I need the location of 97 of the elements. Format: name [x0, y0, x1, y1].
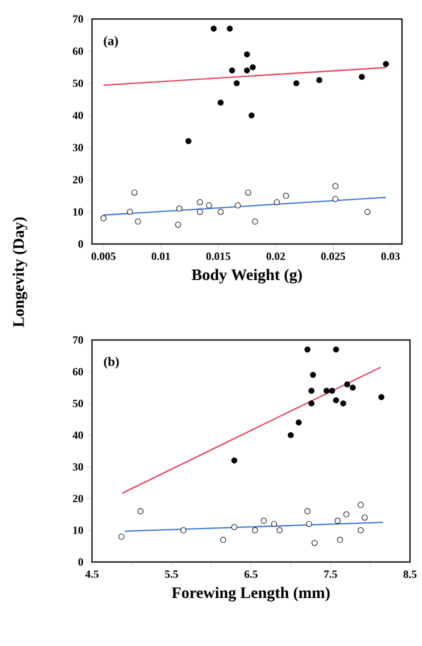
x-tick-label: 6.5 [244, 570, 258, 578]
point [234, 202, 241, 208]
x-tick-label: 0.005 [92, 252, 116, 260]
point [308, 400, 314, 406]
y-tick-label: 70 [73, 15, 84, 23]
point [343, 511, 350, 518]
point [378, 394, 384, 400]
point [260, 518, 267, 524]
x-tick-label: 5.5 [165, 570, 178, 578]
point [382, 61, 389, 68]
point [218, 208, 224, 215]
y-tick-label: 40 [72, 431, 84, 439]
x-tick-label: 0.01 [152, 252, 170, 260]
point [340, 400, 346, 406]
x-tick-label: 0.025 [321, 252, 346, 260]
point [308, 388, 314, 394]
point [131, 190, 138, 196]
point [333, 346, 340, 353]
y-tick-label: 50 [72, 80, 84, 88]
point [324, 388, 330, 394]
point [312, 540, 318, 546]
point [180, 527, 186, 534]
point [218, 100, 224, 106]
point [229, 67, 236, 74]
y-tick-label: 40 [72, 112, 84, 120]
point [126, 208, 133, 215]
point [248, 112, 255, 118]
point [350, 384, 356, 391]
annotation: (a) [104, 36, 118, 48]
point [185, 138, 192, 144]
point [244, 67, 250, 74]
point [100, 215, 106, 222]
x-axis-title: Forewing Length (mm) [172, 586, 330, 602]
annotation: (b) [104, 356, 119, 369]
point [226, 26, 233, 32]
point [364, 208, 371, 215]
point [276, 527, 283, 534]
y-axis-title: Longevity (Day) [12, 217, 28, 328]
x-tick-label: 0.015 [206, 252, 230, 260]
point [220, 536, 226, 543]
point [332, 183, 338, 190]
point [333, 397, 340, 404]
point [271, 520, 278, 527]
point [296, 419, 302, 426]
x-tick-label: 4.5 [85, 570, 98, 578]
y-tick-label: 30 [72, 144, 84, 152]
x-axis-title: Body Weight (g) [192, 268, 302, 284]
point [196, 208, 203, 215]
point [329, 388, 336, 394]
y-tick-label: 10 [73, 526, 84, 534]
y-tick-label: 70 [73, 336, 84, 344]
point [334, 518, 341, 524]
point [134, 218, 141, 225]
point [176, 206, 182, 212]
point [304, 346, 310, 353]
y-tick-label: 30 [72, 463, 84, 471]
point [293, 80, 300, 86]
point [244, 51, 250, 58]
y-tick-label: 20 [72, 494, 84, 502]
point [332, 196, 338, 202]
point [137, 508, 144, 514]
x-tick-label: 7.5 [324, 570, 337, 578]
point [358, 527, 364, 534]
point [304, 508, 310, 514]
point [306, 520, 312, 527]
x-tick-label: 0.03 [381, 252, 400, 260]
point [362, 514, 368, 521]
point [206, 202, 212, 208]
point [316, 77, 322, 84]
x-tick-label: 8.5 [403, 570, 416, 578]
point [310, 372, 316, 378]
point [358, 502, 364, 508]
point [358, 74, 365, 80]
y-tick-label: 20 [72, 176, 84, 184]
point [250, 64, 256, 70]
y-tick-label: 0 [78, 240, 84, 248]
point [288, 432, 294, 438]
point [231, 524, 238, 530]
point [231, 458, 238, 464]
point [252, 218, 258, 225]
y-tick-label: 0 [78, 558, 84, 566]
point [175, 222, 182, 228]
y-tick-label: 10 [73, 208, 84, 216]
point [196, 199, 203, 206]
point [234, 80, 240, 86]
y-tick-label: 60 [72, 47, 84, 55]
point [252, 527, 258, 534]
point [337, 536, 344, 543]
point [274, 199, 280, 206]
point [283, 192, 290, 199]
point [210, 26, 217, 32]
point [344, 381, 350, 388]
y-tick-label: 50 [72, 400, 84, 408]
x-tick-label: 0.02 [266, 252, 285, 260]
point [245, 190, 252, 196]
point [118, 534, 124, 540]
y-tick-label: 60 [72, 368, 84, 376]
